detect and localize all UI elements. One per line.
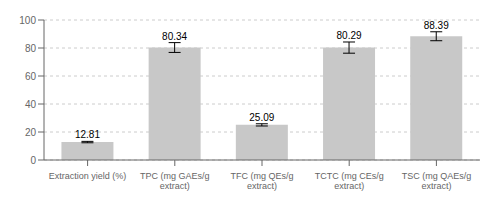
- svg-text:80.34: 80.34: [162, 31, 187, 42]
- svg-text:Extraction yield (%): Extraction yield (%): [49, 171, 127, 181]
- svg-text:TSC (mg QAEs/gextract): TSC (mg QAEs/gextract): [402, 171, 472, 191]
- svg-text:20: 20: [25, 127, 37, 138]
- svg-text:80.29: 80.29: [337, 30, 362, 41]
- svg-text:100: 100: [19, 15, 36, 26]
- svg-text:80: 80: [25, 43, 37, 54]
- svg-text:0: 0: [30, 155, 36, 166]
- svg-text:25.09: 25.09: [249, 112, 274, 123]
- svg-text:TFC (mg QEs/gextract): TFC (mg QEs/gextract): [230, 171, 293, 191]
- svg-text:TCTC (mg CEs/gextract): TCTC (mg CEs/gextract): [315, 171, 384, 191]
- svg-text:TPC (mg GAEs/gextract): TPC (mg GAEs/gextract): [140, 171, 210, 191]
- svg-text:40: 40: [25, 99, 37, 110]
- svg-text:12.81: 12.81: [75, 129, 100, 140]
- svg-text:60: 60: [25, 71, 37, 82]
- svg-text:88.39: 88.39: [424, 20, 449, 31]
